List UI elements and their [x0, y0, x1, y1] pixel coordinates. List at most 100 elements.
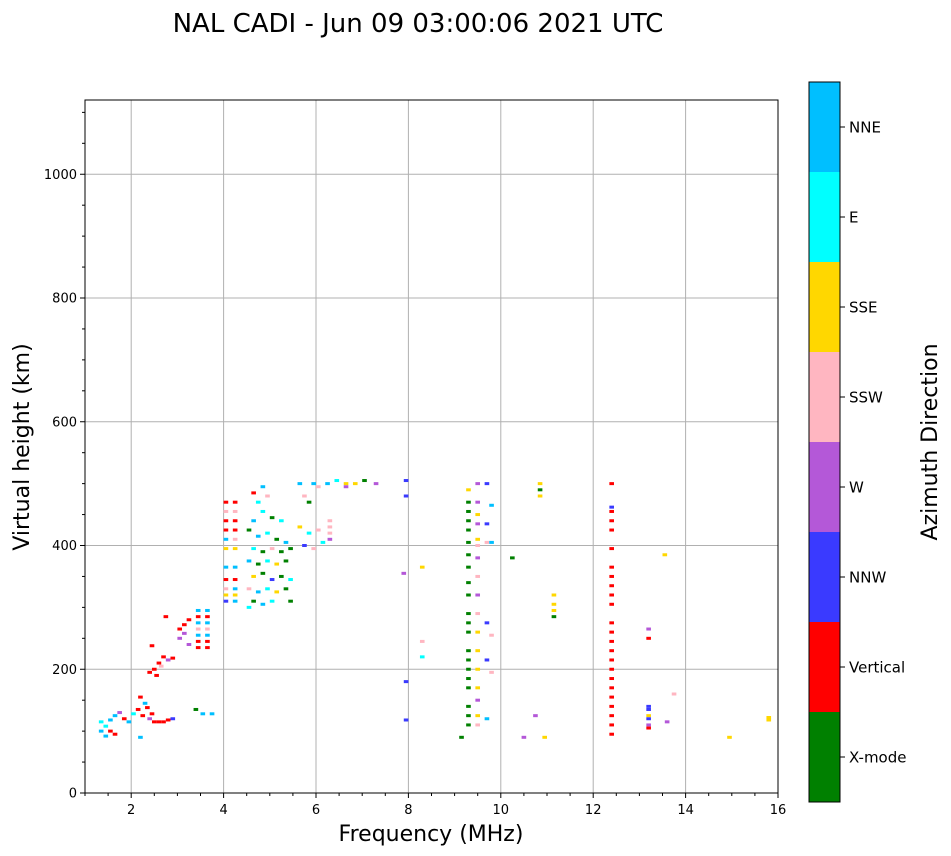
echo-mark — [147, 670, 152, 674]
echo-mark — [401, 571, 407, 575]
echo-mark — [419, 655, 425, 659]
echo-mark — [195, 608, 201, 612]
echo-mark — [232, 599, 238, 603]
echo-mark — [297, 482, 303, 486]
colorbar-segment — [809, 82, 840, 172]
echo-mark — [251, 599, 256, 603]
echo-mark — [112, 732, 118, 736]
echo-mark — [274, 537, 280, 541]
echo-mark — [671, 692, 677, 696]
echo-mark — [265, 587, 270, 591]
x-tick-label: 16 — [770, 803, 787, 818]
echo-mark — [489, 670, 494, 674]
echo-mark — [664, 720, 670, 724]
echo-mark — [484, 522, 490, 526]
echo-mark — [316, 485, 321, 489]
echo-mark — [609, 584, 614, 588]
echo-mark — [662, 553, 668, 557]
echo-mark — [145, 706, 150, 710]
echo-mark — [269, 547, 275, 551]
echo-mark — [138, 695, 143, 699]
echo-mark — [306, 531, 312, 535]
echo-mark — [195, 615, 201, 619]
echo-mark — [466, 630, 471, 634]
colorbar-frame — [808, 81, 841, 803]
echo-mark — [195, 627, 201, 631]
echo-mark — [403, 479, 409, 483]
colorbar-category-label: Vertical — [849, 659, 905, 677]
echo-mark — [232, 565, 238, 569]
echo-mark — [609, 565, 614, 569]
echo-mark — [151, 667, 157, 671]
echo-mark — [195, 633, 201, 637]
echo-mark — [182, 631, 187, 635]
echo-mark — [103, 724, 109, 728]
echo-mark — [288, 578, 293, 582]
echo-mark — [140, 714, 146, 718]
echo-mark — [232, 578, 238, 582]
echo-mark — [466, 500, 471, 504]
x-tick-label: 8 — [404, 803, 412, 818]
echo-mark — [403, 718, 409, 722]
echo-mark — [177, 627, 183, 631]
axis-ticks: 2 4 6 8 10 12 14 16 0 200 400 600 800 1000 — [44, 111, 787, 818]
echo-mark — [223, 528, 229, 532]
echo-mark — [223, 509, 229, 513]
colorbar-segment — [809, 532, 840, 622]
echo-mark — [362, 479, 367, 483]
plot-background — [85, 100, 778, 793]
echo-mark — [609, 704, 614, 708]
colorbar-category-label: NNE — [849, 119, 881, 137]
echo-mark — [156, 661, 162, 665]
echo-mark — [466, 686, 471, 690]
echo-mark — [609, 732, 614, 736]
echo-mark — [311, 482, 316, 486]
echo-mark — [283, 540, 289, 544]
echo-mark — [475, 686, 481, 690]
echo-mark — [521, 735, 527, 739]
echo-mark — [609, 714, 614, 718]
echo-mark — [255, 590, 261, 594]
echo-mark — [232, 593, 238, 597]
echo-mark — [609, 519, 614, 523]
echo-mark — [766, 718, 772, 722]
echo-mark — [475, 593, 481, 597]
echo-mark — [327, 531, 333, 535]
echo-mark — [279, 550, 284, 554]
y-tick-label: 0 — [69, 787, 77, 802]
echo-mark — [288, 599, 293, 603]
x-tick-label: 4 — [219, 803, 227, 818]
echo-mark — [131, 712, 136, 716]
echo-mark — [466, 519, 471, 523]
echo-mark — [403, 494, 409, 498]
colorbar-category-label: W — [849, 479, 864, 497]
echo-mark — [466, 649, 471, 653]
y-axis-label: Virtual height (km) — [10, 343, 35, 550]
echo-mark — [609, 658, 614, 662]
echo-mark — [551, 608, 557, 612]
echo-mark — [223, 565, 229, 569]
echo-mark — [419, 565, 425, 569]
echo-mark — [327, 525, 333, 529]
echo-mark — [205, 639, 210, 643]
echo-mark — [475, 698, 481, 702]
echo-mark — [154, 673, 159, 677]
echo-traces — [98, 479, 772, 739]
echo-mark — [279, 574, 284, 578]
echo-mark — [251, 519, 256, 523]
echo-mark — [223, 537, 229, 541]
echo-mark — [223, 500, 229, 504]
colorbar-segment — [809, 352, 840, 442]
echo-mark — [466, 509, 471, 513]
echo-mark — [466, 488, 471, 492]
y-tick-label: 400 — [52, 539, 77, 554]
echo-mark — [255, 534, 261, 538]
echo-mark — [459, 735, 464, 739]
echo-mark — [205, 621, 210, 625]
echo-mark — [727, 735, 732, 739]
echo-mark — [466, 612, 471, 616]
echo-mark — [646, 704, 651, 708]
echo-mark — [609, 574, 614, 578]
colorbar-segment — [809, 262, 840, 352]
